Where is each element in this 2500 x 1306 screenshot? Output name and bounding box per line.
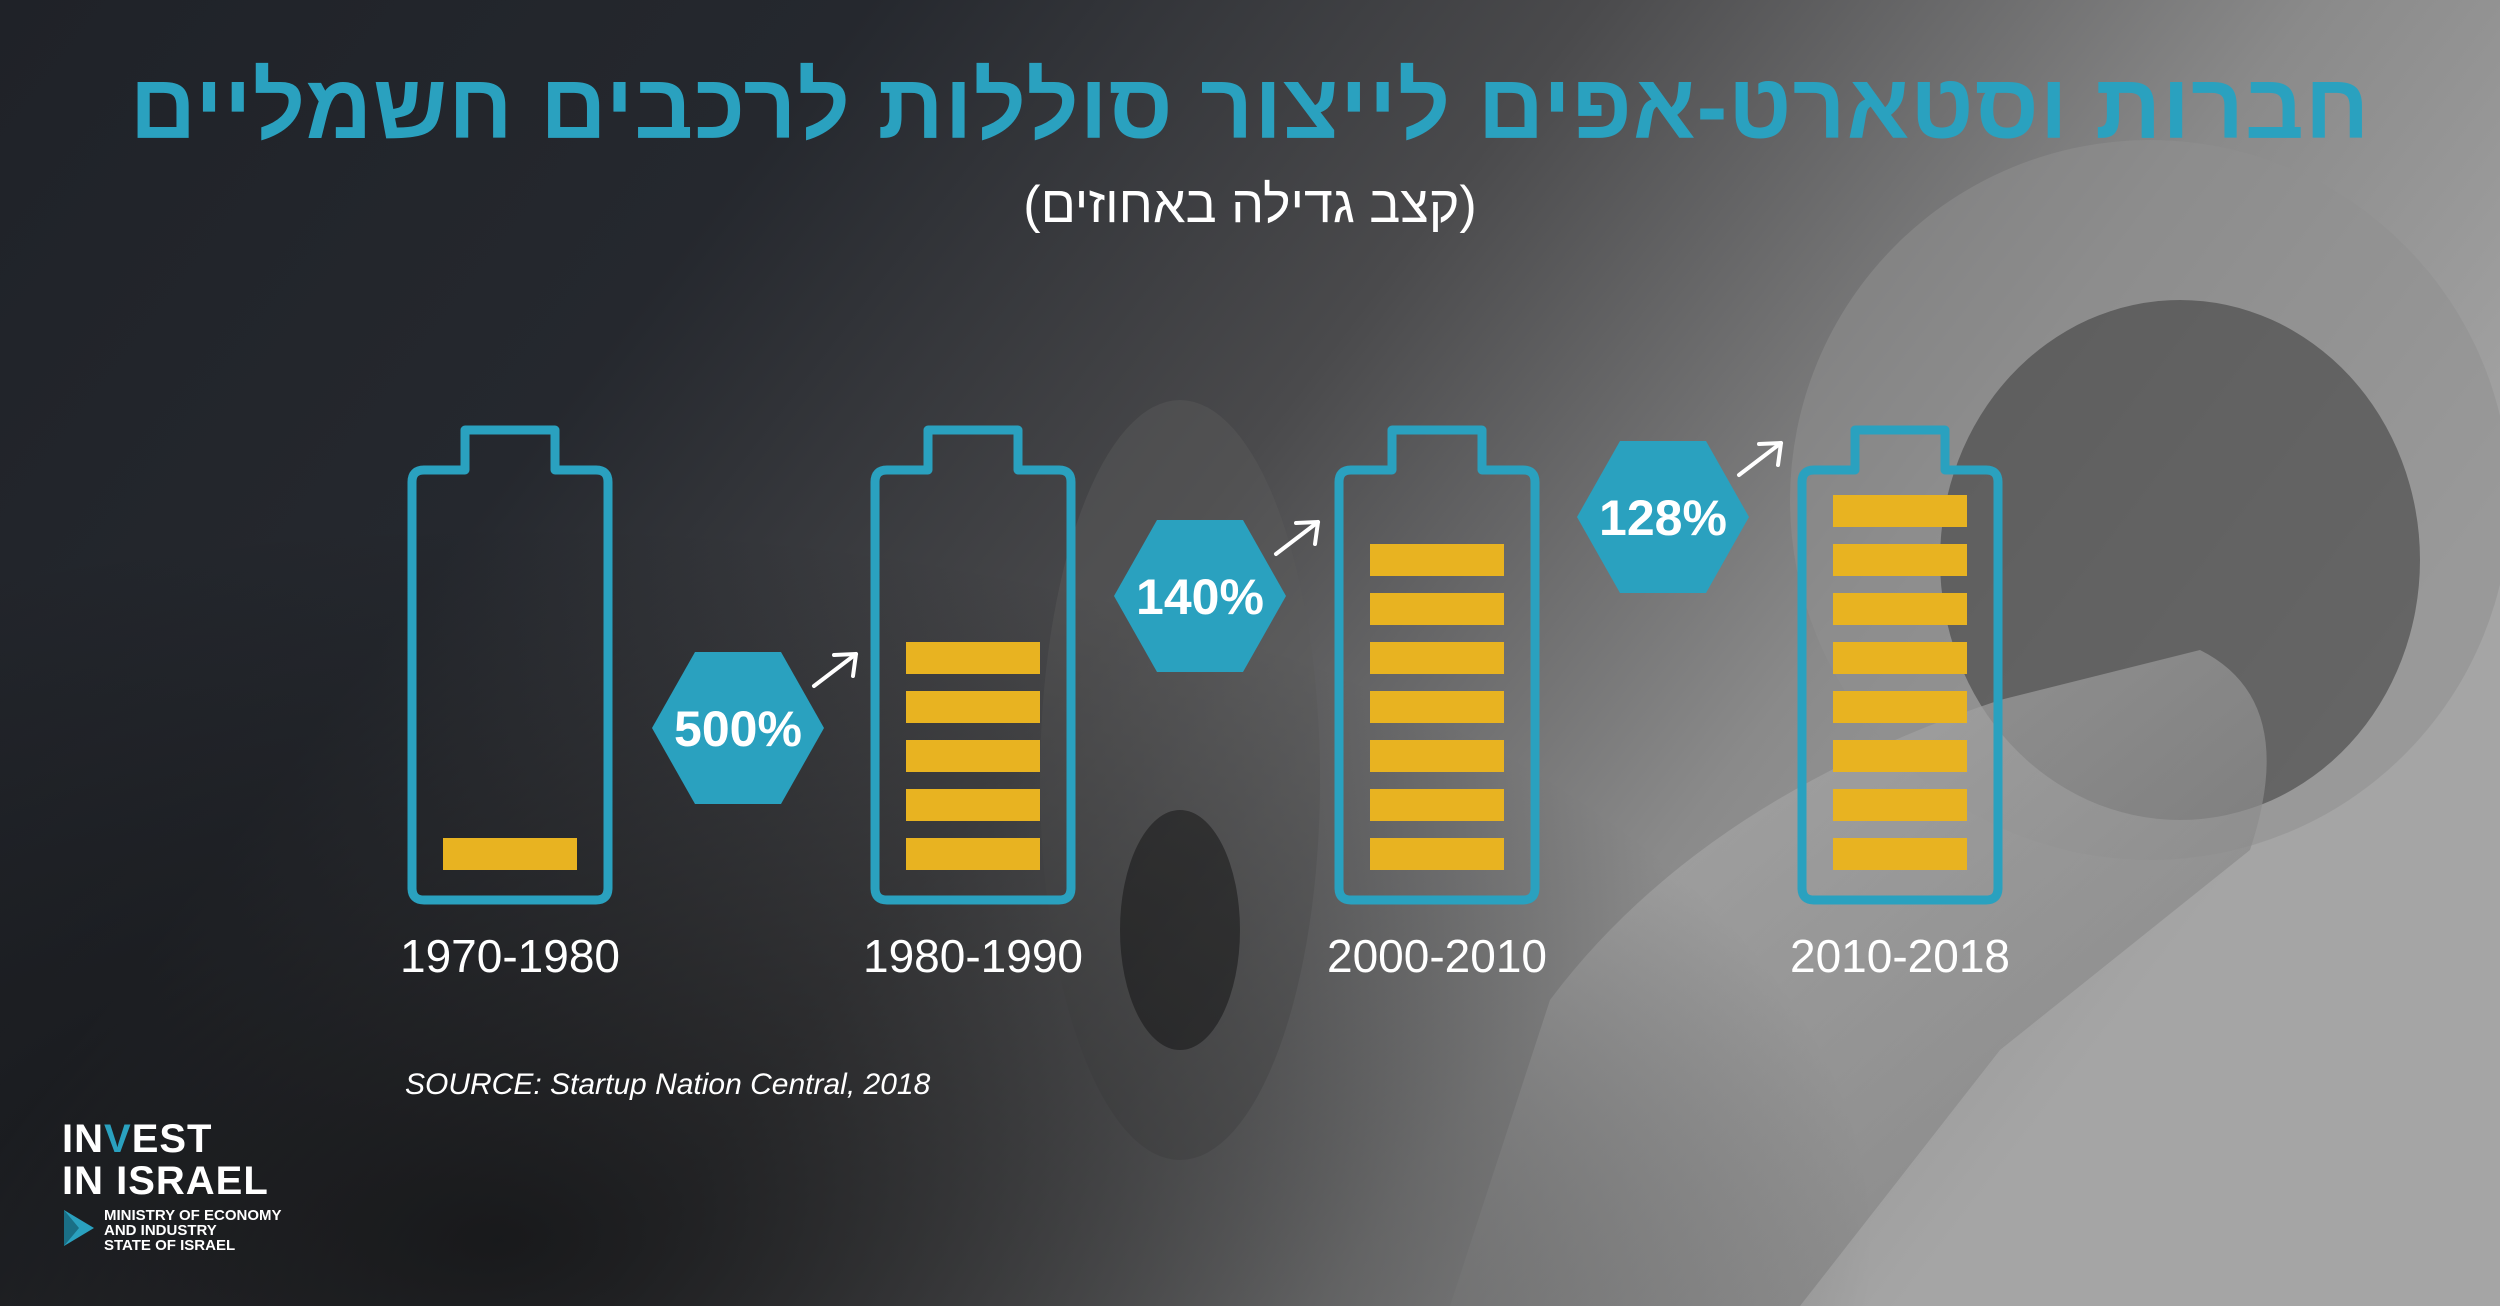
charge-bar <box>1370 593 1504 625</box>
charge-bar <box>906 691 1040 723</box>
tick-label: 2000-2010 <box>1327 930 1547 982</box>
chart-subtitle: (קצב גדילה באחוזים) <box>1023 176 1477 234</box>
ministry-text: MINISTRY OF ECONOMY AND INDUSTRY STATE O… <box>104 1207 282 1254</box>
data-label: 128% <box>1599 490 1727 546</box>
battery-icon <box>1334 425 1540 905</box>
charge-bar <box>1370 544 1504 576</box>
charge-bar <box>1833 838 1967 870</box>
source-note: SOURCE: Startup Nation Central, 2018 <box>405 1068 931 1101</box>
charge-bar <box>1370 740 1504 772</box>
invest-in-israel-logo: INVEST IN ISRAEL MINISTRY OF ECONOMY AND… <box>62 1117 282 1254</box>
battery-icon <box>870 425 1076 905</box>
charge-bar <box>1833 642 1967 674</box>
tick-label: 2010-2018 <box>1790 930 2010 982</box>
charge-bar <box>1833 789 1967 821</box>
tick-label: 1970-1980 <box>400 930 620 982</box>
charge-bar <box>1833 593 1967 625</box>
growth-hexagon <box>1114 520 1286 672</box>
arrow-icon <box>1737 441 1783 477</box>
tick-label: 1980-1990 <box>863 930 1083 982</box>
battery-icon <box>1797 425 2003 905</box>
charge-bar <box>1370 789 1504 821</box>
growth-hexagon <box>652 652 824 804</box>
play-triangle-icon <box>64 1210 94 1246</box>
charge-bar <box>1833 740 1967 772</box>
charge-bar <box>443 838 577 870</box>
arrow-icon <box>812 652 858 688</box>
data-label: 500% <box>674 701 802 757</box>
charge-bar <box>1370 838 1504 870</box>
arrow-icon <box>1274 520 1320 556</box>
charge-bar <box>906 789 1040 821</box>
growth-hexagon <box>1577 441 1749 593</box>
battery-icon <box>407 425 613 905</box>
charge-bar <box>1833 691 1967 723</box>
charge-bar <box>1370 642 1504 674</box>
charge-bar <box>1370 691 1504 723</box>
chart-title: חברות וסטארט-אפים לייצור סוללות לרכבים ח… <box>129 56 2371 158</box>
data-label: 140% <box>1136 569 1264 625</box>
charge-bar <box>1833 544 1967 576</box>
charge-bar <box>1833 495 1967 527</box>
charge-bar <box>906 740 1040 772</box>
arrow-head <box>1294 520 1320 546</box>
charge-bar <box>906 642 1040 674</box>
arrow-head <box>832 652 858 678</box>
check-mark-icon: V <box>104 1117 132 1161</box>
arrow-head <box>1757 441 1783 467</box>
charge-bar <box>906 838 1040 870</box>
